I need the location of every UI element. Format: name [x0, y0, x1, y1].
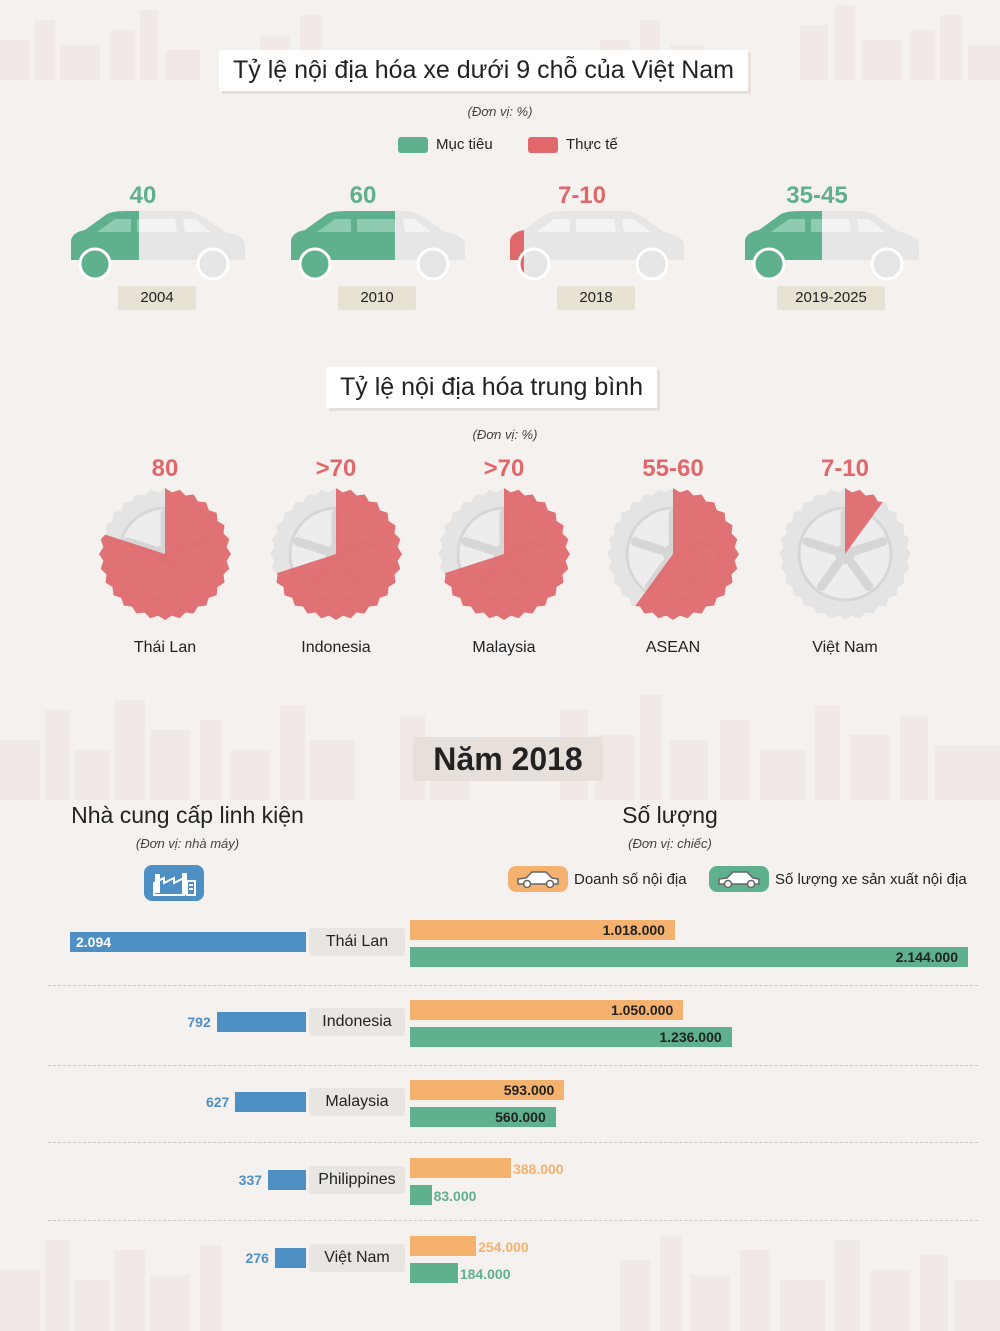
car-icon	[508, 866, 568, 892]
car-icon	[709, 866, 769, 892]
supplier-value-label: 792	[187, 1014, 211, 1030]
wheel-value-label: >70	[483, 455, 525, 482]
quantity-bar	[410, 1158, 511, 1178]
supplier-bar	[70, 932, 306, 952]
section2-unit: (Đơn vị: %)	[472, 427, 538, 442]
car-icon	[291, 211, 465, 280]
car-icon	[745, 211, 919, 280]
wheel-value-label: 55-60	[642, 455, 704, 482]
country-label: Philippines	[309, 1166, 405, 1194]
wheel-value-label: >70	[315, 455, 357, 482]
localization-slice	[633, 488, 739, 620]
quantity-title: Số lượng	[622, 802, 718, 828]
quantity-bar	[410, 1080, 565, 1100]
skyline-middle	[0, 695, 1000, 800]
country-label: ASEAN	[645, 639, 701, 656]
year-label: 2010	[338, 286, 416, 310]
tire-icon	[607, 488, 739, 620]
car-value-label: 60	[349, 182, 377, 209]
car-value-label: 40	[129, 182, 157, 209]
section1-title: Tỷ lệ nội địa hóa xe dưới 9 chỗ của Việt…	[219, 50, 748, 91]
supplier-bar	[216, 1012, 306, 1032]
legend-domestic-sales: Doanh số nội địa	[508, 866, 687, 892]
legend-swatch-actual	[528, 136, 558, 153]
car-value-label: 7-10	[557, 182, 607, 209]
row-divider	[48, 1065, 978, 1066]
legend-label-target: Mục tiêu	[436, 136, 493, 153]
country-label: Malaysia	[472, 639, 536, 656]
country-label: Indonesia	[301, 639, 371, 656]
supplier-value-label: 2.094	[76, 934, 112, 950]
quantity-value-label: 83.000	[433, 1188, 477, 1204]
country-label: Việt Nam	[309, 1244, 405, 1272]
skyline-bottom	[0, 1235, 1000, 1331]
legend-domestic-production: Số lượng xe sản xuất nội địa	[709, 866, 967, 892]
quantity-bar	[410, 1236, 477, 1256]
section1-legend-actual: Thực tế	[528, 136, 618, 153]
localization-slice	[439, 488, 570, 620]
factory-icon	[144, 865, 204, 901]
quantity-bar	[410, 1263, 458, 1283]
section3-title: Năm 2018	[433, 741, 583, 777]
country-label: Thái Lan	[309, 928, 405, 956]
quantity-bar	[410, 1107, 556, 1127]
country-label: Malaysia	[309, 1088, 405, 1116]
localization-slice	[99, 488, 231, 620]
tire-icon	[438, 488, 570, 620]
legend-label-actual: Thực tế	[566, 136, 618, 153]
supplier-bar	[274, 1248, 306, 1268]
wheel-value-label: 80	[151, 455, 179, 482]
year-label: 2004	[118, 286, 196, 310]
localization-slice	[845, 488, 885, 554]
car-icon	[510, 211, 684, 280]
quantity-value-label: 2.144.000	[895, 949, 958, 965]
section3-title-bg	[413, 737, 603, 781]
quantity-bar	[410, 1185, 432, 1205]
quantity-value-label: 1.050.000	[610, 1002, 674, 1018]
supplier-bar	[268, 1170, 306, 1190]
row-divider	[48, 1142, 978, 1143]
tire-icon	[270, 488, 402, 620]
supplier-value-label: 627	[205, 1094, 230, 1110]
year-label: 2019-2025	[777, 286, 885, 310]
quantity-bar	[410, 920, 675, 940]
country-label: Việt Nam	[812, 639, 878, 656]
tire-icon	[779, 488, 911, 620]
localization-slice	[271, 488, 402, 620]
section1-unit: (Đơn vị: %)	[467, 104, 533, 119]
supplier-value-label: 337	[238, 1172, 263, 1188]
legend-swatch-target	[398, 136, 428, 153]
legend-label-domestic-sales: Doanh số nội địa	[574, 870, 687, 888]
row-divider	[48, 985, 978, 986]
suppliers-title: Nhà cung cấp linh kiện	[71, 802, 304, 828]
section2-title: Tỷ lệ nội địa hóa trung bình	[326, 367, 657, 408]
wheel-value-label: 7-10	[820, 455, 870, 482]
quantity-bar	[410, 1000, 684, 1020]
car-icon	[71, 211, 245, 280]
quantity-unit: (Đơn vị: chiếc)	[628, 836, 712, 851]
quantity-value-label: 593.000	[503, 1082, 555, 1098]
quantity-value-label: 184.000	[459, 1266, 511, 1282]
supplier-value-label: 276	[245, 1250, 269, 1266]
row-divider	[48, 1220, 978, 1221]
section1-legend-target: Mục tiêu	[398, 136, 493, 153]
legend-label-domestic-production: Số lượng xe sản xuất nội địa	[775, 870, 967, 888]
country-label: Indonesia	[309, 1008, 405, 1036]
car-value-label: 35-45	[786, 182, 848, 209]
country-label: Thái Lan	[133, 639, 197, 656]
quantity-value-label: 388.000	[512, 1161, 564, 1177]
suppliers-unit: (Đơn vị: nhà máy)	[135, 836, 240, 851]
tire-icon	[99, 488, 231, 620]
quantity-value-label: 560.000	[495, 1109, 546, 1125]
quantity-value-label: 1.018.000	[602, 922, 665, 938]
quantity-bar	[410, 947, 968, 967]
quantity-value-label: 1.236.000	[659, 1029, 722, 1045]
quantity-bar	[410, 1027, 732, 1047]
quantity-value-label: 254.000	[478, 1239, 529, 1255]
supplier-bar	[235, 1092, 306, 1112]
year-label: 2018	[557, 286, 635, 310]
